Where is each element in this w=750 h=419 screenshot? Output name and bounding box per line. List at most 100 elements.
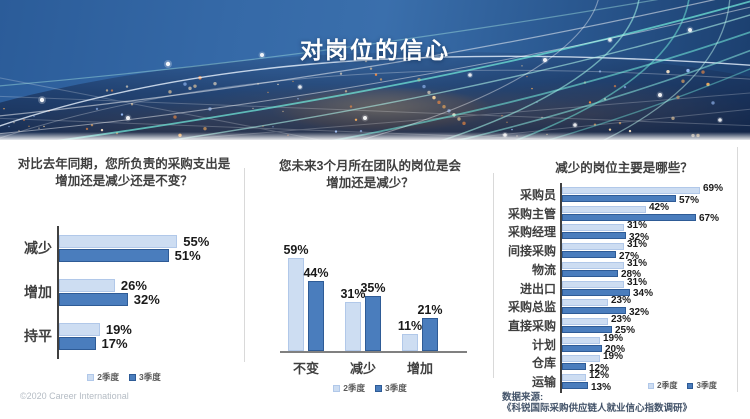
column-value-label: 35% (360, 280, 386, 295)
bar-q2 (562, 336, 600, 344)
category-label: 进出口 (519, 281, 556, 296)
bar-value-label: 19% (603, 351, 624, 363)
bar-value-label: 69% (703, 183, 724, 194)
category-label: 计划 (531, 337, 556, 352)
bar-q2 (562, 224, 624, 232)
legend-label: 2季度 (657, 381, 678, 390)
data-source-title: 《科锐国际采购供应链人就业信心指数调研》 (502, 403, 693, 414)
bar-value-label: 17% (101, 336, 128, 351)
column-value-label: 31% (340, 287, 366, 302)
category-label: 采购主管 (507, 206, 556, 221)
city-silhouette (0, 51, 750, 140)
connection-arcs (0, 0, 750, 140)
copyright-text: ©2020 Career International (20, 391, 129, 401)
legend-swatch (687, 382, 694, 389)
column-q3 (365, 295, 381, 351)
bar-value-label: 23% (611, 295, 632, 307)
category-label: 持平 (24, 328, 52, 344)
column-q3 (308, 281, 324, 351)
legend-item-q2: 2季度 (648, 380, 677, 391)
category-label: 采购经理 (507, 225, 556, 240)
legend-swatch (375, 384, 382, 392)
bar-value-label: 34% (633, 288, 654, 299)
chart-title: 增加还是减少？ (326, 176, 414, 190)
legend-swatch (333, 384, 341, 392)
legend-label: 2季度 (97, 372, 119, 382)
bar-q3 (59, 293, 128, 306)
chart-legend: 2季度 3季度 (648, 380, 717, 391)
category-label: 物流 (531, 262, 556, 277)
bar-q3 (562, 288, 630, 296)
bar-value-label: 67% (699, 213, 720, 225)
column-q3 (422, 317, 438, 351)
bar-q2 (562, 205, 646, 213)
category-label: 减少 (349, 361, 376, 376)
bar-q3 (562, 363, 586, 371)
category-label: 仓库 (531, 356, 556, 371)
chart-team-positions-next-3-months: 您未来3个月所在团队的岗位是会 增加还是减少？ 59% 44% 不变 31% 35% 减少 11… (255, 152, 485, 394)
legend-swatch (648, 382, 654, 389)
chart-procurement-spend: 对比去年同期，您所负责的采购支出是 增加还是减少还是不变？ 减少 55% 51% 增加 26… (8, 152, 240, 392)
bar-q2 (562, 317, 608, 325)
bar-value-label: 12% (589, 362, 610, 374)
bar-q2 (562, 280, 624, 288)
legend-item-q2: 2季度 (87, 371, 119, 383)
bar-value-label: 31% (627, 276, 648, 288)
bar-value-label: 31% (627, 257, 648, 269)
bar-value-label: 51% (174, 248, 201, 263)
bar-q3 (562, 195, 676, 202)
legend-label: 3季度 (385, 383, 407, 393)
y-axis-line (560, 183, 562, 393)
bar-q3 (562, 269, 618, 277)
bar-value-label: 20% (605, 344, 626, 356)
bar-q2 (59, 323, 100, 336)
legend-item-q3: 3季度 (375, 382, 407, 394)
bar-q2 (562, 187, 700, 194)
category-label: 间接采购 (507, 244, 556, 259)
category-label: 直接采购 (507, 318, 556, 333)
bar-value-label: 57% (679, 194, 700, 206)
y-axis-line (57, 226, 59, 359)
panel-divider (737, 147, 738, 392)
bar-q3 (562, 325, 612, 333)
bar-value-label: 19% (603, 332, 624, 344)
bar-value-label: 42% (649, 201, 670, 213)
category-label: 不变 (292, 361, 319, 376)
page-title: 对岗位的信心 (300, 37, 450, 63)
column-q2 (288, 257, 304, 351)
header-banner: 对岗位的信心 (0, 0, 750, 140)
legend-label: 3季度 (696, 381, 717, 390)
chart-title: 增加还是减少还是不变？ (55, 174, 193, 188)
chart-positions-reduced: 减少的岗位主要是哪些？ 采购员 69% 57% 采购主管 42% 67% 采购经理 31% 32%… (500, 152, 748, 419)
column-value-label: 11% (397, 318, 423, 333)
category-label: 减少 (24, 240, 52, 256)
legend-swatch (129, 373, 136, 381)
bar-q2 (59, 235, 178, 248)
panel-divider (493, 173, 494, 378)
bar-q2 (562, 355, 600, 363)
column-value-label: 21% (417, 302, 443, 317)
column-value-label: 59% (283, 242, 309, 257)
bar-q3 (562, 344, 602, 352)
bar-value-label: 26% (120, 278, 147, 293)
bar-value-label: 19% (105, 322, 132, 337)
bar-value-label: 23% (611, 313, 632, 325)
chart-title: 您未来3个月所在团队的岗位是会 (279, 159, 461, 173)
bar-q3 (562, 213, 696, 221)
network-node-dots (38, 26, 723, 138)
panel-divider (244, 168, 245, 362)
chart-title: 减少的岗位主要是哪些？ (555, 161, 693, 175)
bar-q3 (562, 307, 626, 315)
data-source-label: 数据来源: (502, 392, 544, 403)
bar-q2 (562, 299, 608, 307)
x-axis-line (280, 351, 467, 353)
bar-value-label: 28% (621, 269, 642, 281)
bar-value-label: 13% (591, 381, 612, 393)
chart-title: 对比去年同期，您所负责的采购支出是 (17, 157, 231, 171)
category-label: 增加 (406, 361, 433, 376)
bar-value-label: 55% (183, 234, 210, 249)
bar-value-label: 32% (133, 292, 160, 307)
bar-value-label: 27% (619, 250, 640, 262)
chart-legend: 2季度 3季度 (255, 382, 485, 394)
category-label: 运输 (531, 375, 556, 389)
